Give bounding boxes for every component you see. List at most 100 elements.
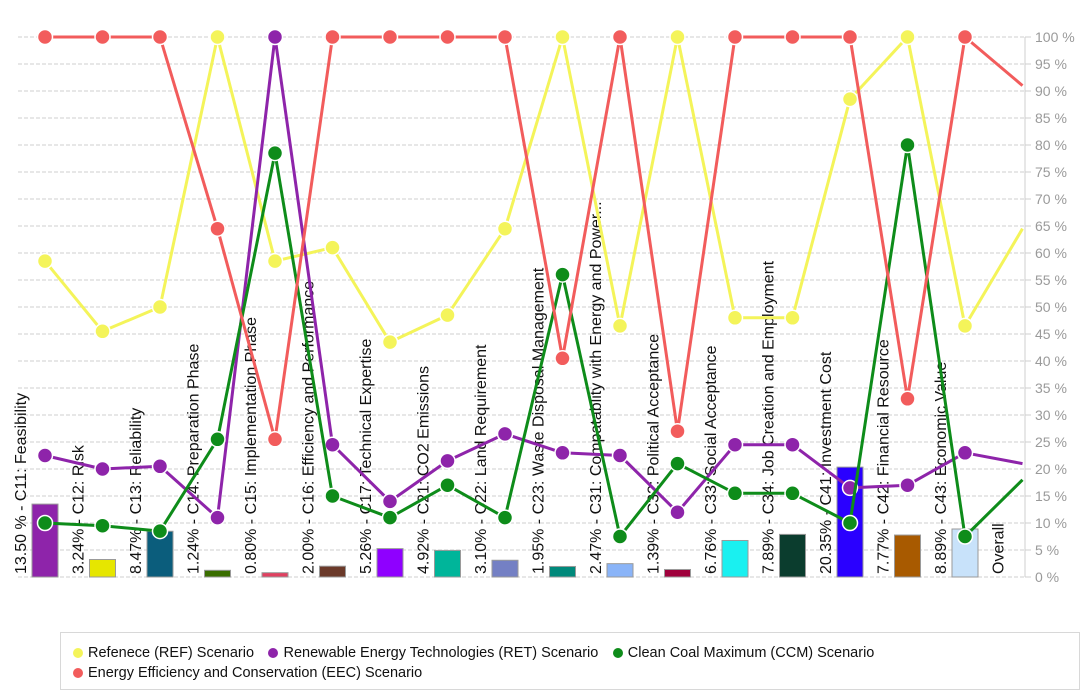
bar: [434, 549, 461, 578]
series-point: [726, 436, 744, 453]
series-point: [439, 28, 456, 46]
series-point: [554, 350, 571, 367]
series-point: [899, 28, 916, 46]
series-point: [784, 436, 801, 453]
category-label: 13.50 % - C11: Feasibility: [13, 393, 30, 574]
y-tick-label: 30 %: [1035, 407, 1067, 423]
bar: [319, 565, 346, 578]
series-point: [496, 220, 514, 237]
y-tick-label: 60 %: [1035, 245, 1067, 261]
series-point: [611, 317, 629, 335]
series-point: [324, 28, 341, 46]
category-label: 1.24% - C14: Preparation Phase: [186, 344, 203, 574]
series-point: [324, 239, 341, 256]
y-tick-label: 80 %: [1035, 137, 1067, 153]
bar: [89, 559, 116, 578]
series-point: [956, 528, 974, 545]
category-label: 1.95% - C23: Waste Disposal Management: [531, 267, 548, 574]
y-tick-label: 70 %: [1035, 191, 1067, 207]
series-point: [381, 28, 399, 46]
category-label: 8.47% - C13: Reliability: [128, 408, 145, 574]
series-point: [496, 425, 514, 443]
category-label: 7.77% - C42: Financial Resource: [876, 339, 893, 574]
series-point: [209, 431, 226, 448]
series-point: [324, 436, 341, 453]
y-tick-label: 25 %: [1035, 434, 1067, 450]
series-point: [841, 90, 859, 108]
y-tick-label: 45 %: [1035, 326, 1067, 342]
series-point: [324, 487, 341, 505]
series-point: [94, 517, 111, 534]
y-axis-ticks: 0 % 5 % 10 % 15 % 20 % 25 % 30 % 35 % 40 % 45 % 50…: [1024, 29, 1075, 585]
series-point: [611, 28, 629, 46]
series-point: [439, 476, 456, 494]
legend-marker-ret: [268, 648, 279, 658]
legend-item-ccm: Clean Coal Maximum (CCM) Scenario: [612, 643, 874, 663]
bar: [664, 568, 691, 578]
series-point: [381, 333, 399, 351]
y-tick-label: 50 %: [1035, 299, 1067, 315]
series-point: [439, 306, 456, 324]
y-tick-label: 15 %: [1035, 488, 1067, 504]
series-point: [899, 476, 916, 494]
bar: [549, 565, 576, 578]
series-point: [381, 509, 399, 526]
series-point: [266, 28, 284, 46]
series-point: [554, 266, 571, 283]
y-tick-label: 100 %: [1035, 29, 1075, 45]
series-point: [841, 514, 859, 532]
bar: [376, 548, 404, 578]
bar: [721, 539, 749, 578]
y-tick-label: 40 %: [1035, 353, 1067, 369]
grid-lines: [18, 36, 1025, 578]
series-point: [784, 28, 801, 46]
series-point: [956, 28, 974, 46]
category-label: 3.24% - C12: Risk: [71, 444, 88, 574]
series-point: [209, 509, 226, 526]
y-tick-label: 20 %: [1035, 461, 1067, 477]
y-tick-label: 95 %: [1035, 56, 1067, 72]
series-point: [899, 390, 916, 408]
series-point: [669, 422, 686, 440]
series-point: [554, 28, 571, 46]
series-point: [151, 522, 169, 540]
legend: Refenece (REF) Scenario Renewable Energy…: [60, 632, 1080, 690]
category-label: 6.76% - C33: Social Acceptance: [703, 345, 720, 574]
series-point: [151, 458, 169, 475]
series-point: [439, 452, 456, 470]
series-point: [554, 444, 571, 462]
legend-item-ret: Renewable Energy Technologies (RET) Scen…: [268, 643, 598, 663]
series-point: [784, 309, 801, 327]
category-label: 2.47% - C31: Compatablity with Energy an…: [588, 201, 605, 574]
legend-label-ref: Refenece (REF) Scenario: [88, 645, 255, 661]
legend-item-eec: Energy Efficiency and Conservation (EEC)…: [73, 663, 422, 683]
y-tick-label: 10 %: [1035, 515, 1067, 531]
category-label: 4.92% - C21: CO2 Emissions: [416, 366, 433, 574]
y-tick-label: 55 %: [1035, 272, 1067, 288]
category-label: 2.00% - C16: Efficiency and Performance: [301, 281, 318, 574]
series-point: [669, 503, 686, 521]
series-point: [496, 28, 514, 46]
bar: [894, 534, 921, 578]
category-label: 1.39% - C32: Political Acceptance: [646, 334, 663, 574]
series-point: [956, 444, 974, 462]
series-point: [726, 28, 744, 46]
legend-marker-eec: [73, 668, 83, 678]
series-point: [94, 323, 111, 340]
series-point: [611, 528, 629, 545]
series-point: [496, 509, 514, 526]
series-point: [266, 252, 284, 270]
category-label: 7.89% - C34: Job Creation and Employment: [761, 260, 778, 574]
y-tick-label: 5 %: [1035, 542, 1059, 558]
series-point: [36, 514, 54, 532]
y-tick-label: 35 %: [1035, 380, 1067, 396]
series-point: [94, 28, 111, 46]
series-lines: [36, 28, 1024, 545]
series-point: [611, 447, 629, 464]
bar: [779, 533, 806, 578]
series-point: [841, 28, 859, 46]
series-point: [94, 460, 111, 478]
y-tick-label: 75 %: [1035, 164, 1067, 180]
category-label: Overall: [991, 523, 1008, 574]
category-label: 5.26% - C17: Technical Expertise: [358, 339, 375, 574]
